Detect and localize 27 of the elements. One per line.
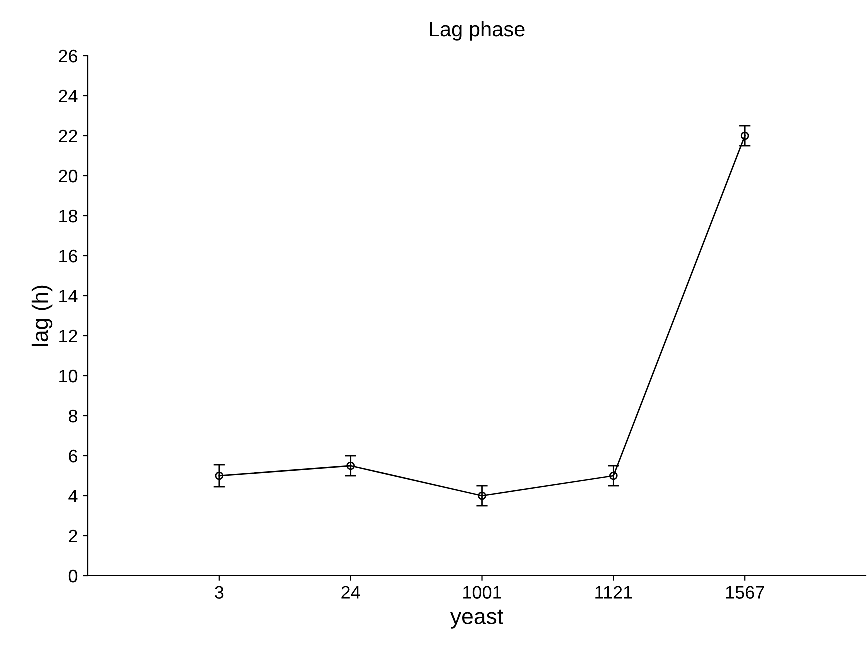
- y-tick-label: 2: [69, 530, 78, 543]
- x-tick-label: 24: [342, 586, 360, 599]
- x-tick-label: 1567: [726, 586, 764, 599]
- y-tick-label: 24: [59, 90, 78, 103]
- x-tick-label: 1001: [464, 586, 502, 599]
- point: [346, 462, 356, 470]
- y-tick-label: 16: [60, 250, 78, 263]
- chart-title: Lag phase: [430, 21, 525, 41]
- point: [740, 132, 750, 140]
- point: [610, 472, 618, 480]
- y-tick-label: 18: [60, 210, 78, 223]
- point: [478, 492, 486, 500]
- y-tick-label: 12: [60, 330, 78, 343]
- y-tick-label: 0: [68, 570, 78, 583]
- y-tick-label: 6: [69, 450, 78, 463]
- y-tick-label: 20: [59, 170, 78, 183]
- y-tick-label: 22: [59, 130, 78, 143]
- y-axis-title: lag (h): [32, 286, 53, 346]
- y-tick-label: 14: [60, 290, 78, 303]
- x-axis-title: yeast: [450, 610, 504, 629]
- x-tick-label: 3: [215, 586, 224, 599]
- y-tick-label: 10: [60, 370, 78, 383]
- y-tick-label: 4: [68, 490, 78, 503]
- y-tick-label: 8: [69, 410, 78, 423]
- point: [215, 472, 224, 480]
- y-tick-label: 26: [59, 50, 78, 63]
- x-tick-label: 1121: [596, 586, 632, 599]
